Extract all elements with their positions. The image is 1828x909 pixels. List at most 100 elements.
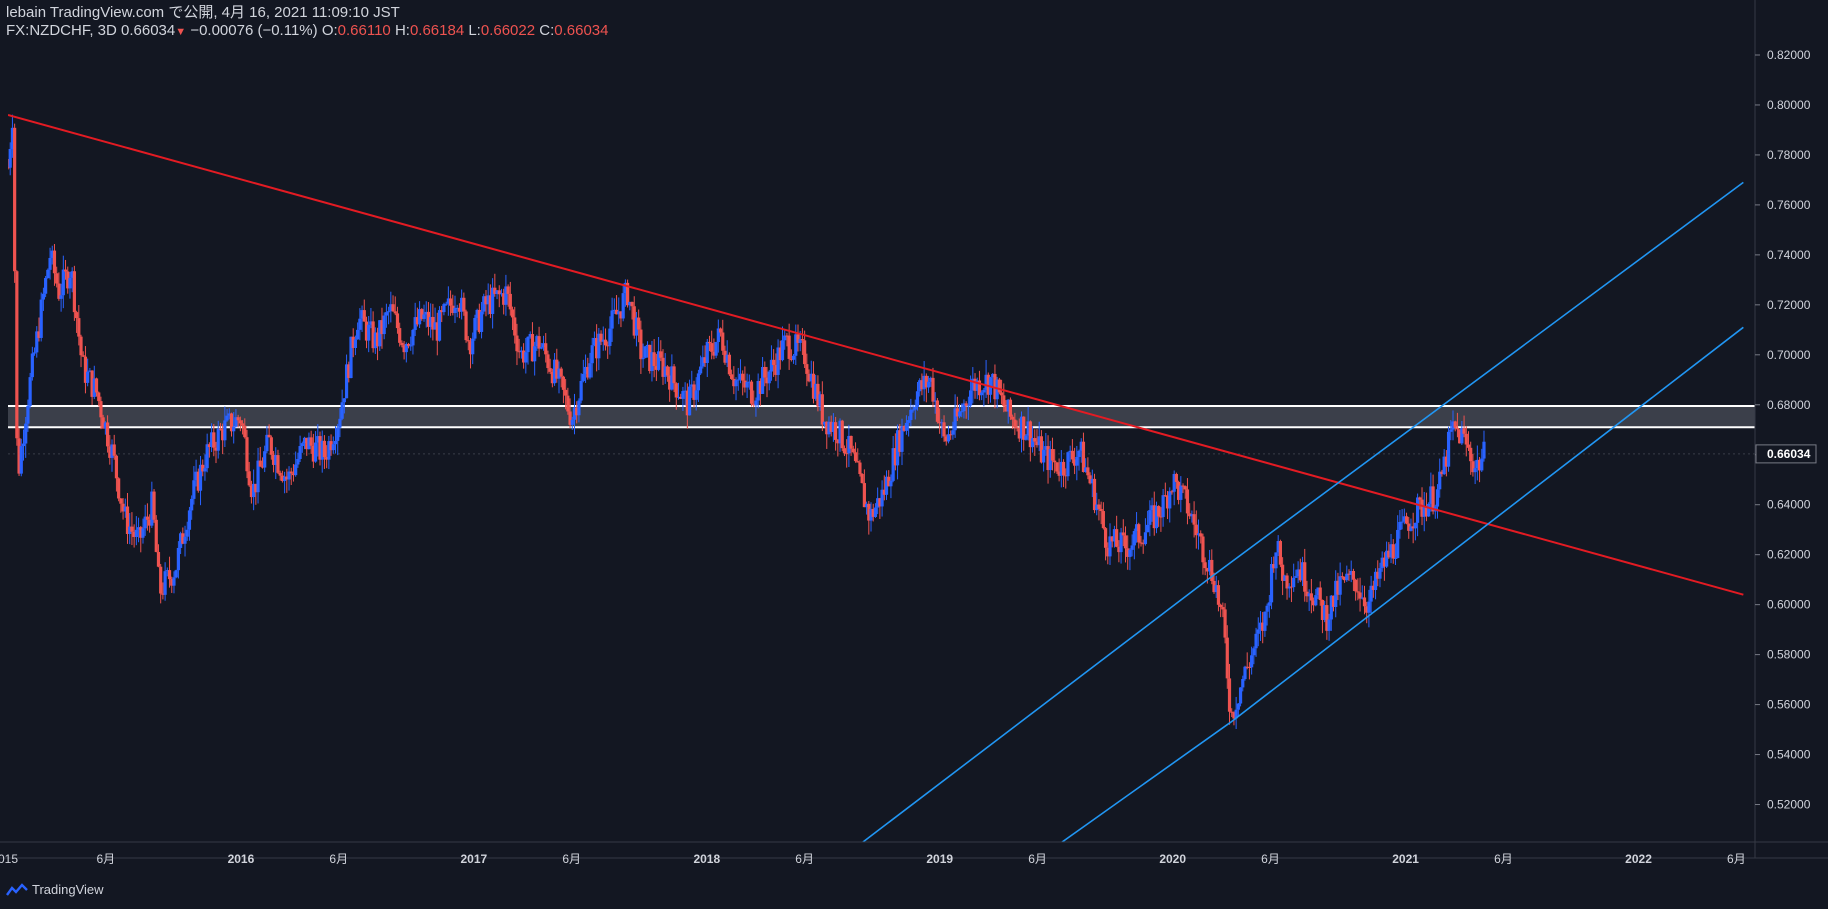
candle-body[interactable]: [1300, 562, 1305, 581]
candle-body[interactable]: [555, 359, 559, 379]
candle-body[interactable]: [108, 446, 112, 458]
candle-body[interactable]: [652, 352, 656, 367]
candle-body[interactable]: [769, 359, 774, 372]
candle-body[interactable]: [670, 366, 674, 390]
candle-body[interactable]: [515, 335, 519, 352]
candle-body[interactable]: [183, 536, 187, 544]
candle-body[interactable]: [349, 336, 353, 378]
candle-body[interactable]: [588, 363, 592, 378]
candle-body[interactable]: [139, 527, 143, 538]
candle-body[interactable]: [420, 309, 424, 319]
candle-body[interactable]: [46, 269, 50, 279]
candle-body[interactable]: [1126, 548, 1130, 557]
candle-body[interactable]: [858, 462, 862, 475]
candle-body[interactable]: [973, 378, 977, 391]
candle-body[interactable]: [320, 440, 324, 460]
candle-body[interactable]: [1435, 489, 1440, 507]
candle-body[interactable]: [933, 400, 937, 402]
candle-body[interactable]: [803, 340, 807, 365]
candle-body[interactable]: [530, 334, 535, 362]
candle-body[interactable]: [19, 446, 23, 474]
candle-body[interactable]: [68, 277, 72, 289]
candle-body[interactable]: [318, 436, 322, 460]
candle-body[interactable]: [258, 460, 262, 467]
candle-body[interactable]: [15, 271, 19, 439]
candle-body[interactable]: [417, 309, 422, 325]
candle-body[interactable]: [207, 444, 211, 448]
candle-body[interactable]: [966, 405, 970, 407]
candle-body[interactable]: [840, 420, 844, 449]
candle-body[interactable]: [506, 286, 510, 294]
candle-body[interactable]: [851, 448, 855, 453]
candle-body[interactable]: [260, 466, 265, 468]
candle-body[interactable]: [869, 508, 873, 521]
candle-body[interactable]: [975, 380, 979, 391]
candle-body[interactable]: [953, 408, 957, 431]
candle-body[interactable]: [1320, 599, 1325, 620]
candle-body[interactable]: [1022, 416, 1026, 440]
candle-body[interactable]: [838, 420, 842, 444]
candle-body[interactable]: [1309, 593, 1313, 601]
candle-body[interactable]: [944, 436, 948, 442]
candle-body[interactable]: [92, 378, 96, 397]
candle-body[interactable]: [48, 257, 52, 270]
candle-body[interactable]: [422, 314, 426, 319]
candle-body[interactable]: [889, 480, 893, 487]
candle-body[interactable]: [884, 476, 889, 495]
candle-body[interactable]: [926, 381, 931, 388]
candle-body[interactable]: [800, 339, 805, 341]
candle-body[interactable]: [1471, 461, 1475, 473]
candle-body[interactable]: [599, 333, 603, 342]
candle-body[interactable]: [448, 298, 453, 306]
candle-body[interactable]: [1460, 428, 1464, 444]
candle-body[interactable]: [1431, 486, 1435, 512]
candle-body[interactable]: [915, 391, 920, 407]
candle-body[interactable]: [586, 366, 590, 378]
candle-body[interactable]: [482, 296, 486, 312]
candle-body[interactable]: [760, 366, 765, 394]
candle-body[interactable]: [1061, 461, 1066, 476]
candle-body[interactable]: [179, 533, 183, 548]
candle-body[interactable]: [723, 350, 727, 363]
candle-body[interactable]: [344, 364, 349, 399]
candle-body[interactable]: [951, 430, 955, 435]
candle-body[interactable]: [342, 398, 346, 403]
candle-body[interactable]: [749, 381, 754, 404]
candle-body[interactable]: [1026, 421, 1030, 436]
candle-body[interactable]: [1387, 550, 1391, 558]
candle-body[interactable]: [774, 364, 778, 375]
candle-body[interactable]: [440, 310, 444, 313]
candle-body[interactable]: [384, 312, 389, 316]
candle-body[interactable]: [1106, 547, 1110, 557]
candle-body[interactable]: [548, 368, 552, 372]
candle-body[interactable]: [360, 310, 364, 319]
candle-body[interactable]: [1276, 541, 1280, 553]
candle-body[interactable]: [285, 476, 289, 480]
candle-body[interactable]: [367, 324, 371, 341]
candle-body[interactable]: [807, 373, 811, 382]
candle-body[interactable]: [776, 347, 780, 375]
candle-body[interactable]: [380, 320, 384, 335]
candle-body[interactable]: [765, 377, 769, 384]
candle-body[interactable]: [508, 293, 512, 310]
candle-body[interactable]: [1247, 666, 1252, 668]
candle-body[interactable]: [991, 373, 995, 378]
candle-body[interactable]: [1004, 405, 1008, 412]
candle-body[interactable]: [535, 336, 539, 347]
candle-body[interactable]: [154, 519, 158, 552]
candle-body[interactable]: [340, 402, 344, 419]
candle-body[interactable]: [814, 383, 818, 399]
candle-body[interactable]: [1099, 508, 1103, 512]
candle-body[interactable]: [1019, 416, 1024, 439]
candle-body[interactable]: [13, 127, 17, 272]
candle-body[interactable]: [676, 396, 681, 398]
candle-body[interactable]: [873, 507, 878, 517]
candle-body[interactable]: [568, 411, 572, 425]
candle-body[interactable]: [1462, 428, 1466, 434]
candle-body[interactable]: [1055, 462, 1059, 472]
candle-body[interactable]: [612, 309, 616, 311]
candle-body[interactable]: [479, 311, 484, 332]
candle-body[interactable]: [247, 471, 251, 486]
candle-body[interactable]: [1274, 552, 1278, 569]
candle-body[interactable]: [1422, 506, 1426, 517]
